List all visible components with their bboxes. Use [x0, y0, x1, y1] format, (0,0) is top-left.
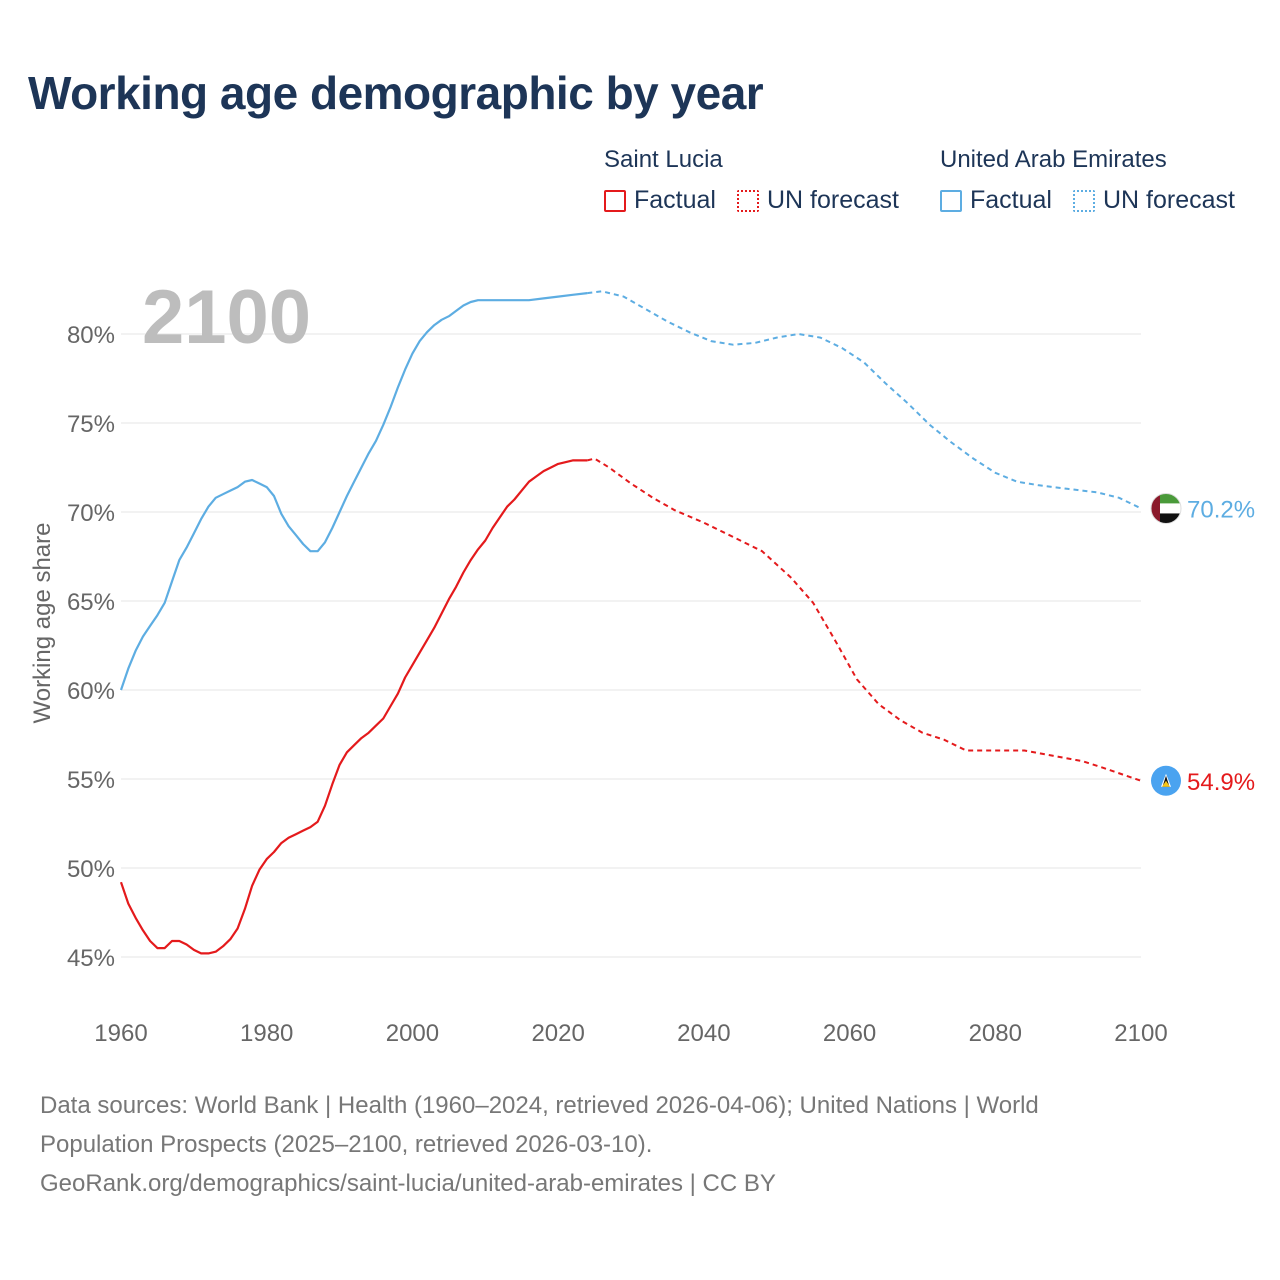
- flag-stripe-white: [1151, 503, 1181, 514]
- x-tick-label-2060: 2060: [823, 1020, 876, 1047]
- series-saint-lucia-factual: [119, 459, 588, 955]
- series-united-arab-emirates-forecast: [587, 290, 1142, 510]
- y-tick-label-55: 55%: [67, 767, 115, 794]
- y-axis-label: Working age share: [29, 523, 56, 724]
- year-watermark: 2100: [142, 275, 311, 360]
- x-tick-label-1960: 1960: [94, 1020, 147, 1047]
- x-tick-label-2040: 2040: [677, 1020, 730, 1047]
- flag-uae-stripes: [1151, 493, 1181, 524]
- legend-uae-factual[interactable]: Factual: [940, 186, 1052, 215]
- legend-swatch-dotted-red: [737, 189, 759, 212]
- legend-swatch-solid-blue: [940, 189, 962, 212]
- legend-uae-forecast[interactable]: UN forecast: [1073, 186, 1235, 215]
- y-tick-label-65: 65%: [67, 589, 115, 616]
- legend-label: UN forecast: [767, 186, 899, 214]
- legend-label: Factual: [970, 186, 1052, 214]
- chart-title: Working age demographic by year: [28, 67, 764, 119]
- flag-stripe-red: [1151, 493, 1160, 524]
- series-united-arab-emirates-factual: [119, 292, 588, 691]
- y-tick-label-75: 75%: [67, 411, 115, 438]
- source-note: Data sources: World Bank | Health (1960–…: [40, 1086, 1220, 1203]
- y-tick-label-80: 80%: [67, 322, 115, 349]
- legend-swatch-dotted-blue: [1073, 189, 1095, 212]
- x-tick-label-2080: 2080: [969, 1020, 1022, 1047]
- source-line-3[interactable]: GeoRank.org/demographics/saint-lucia/uni…: [40, 1170, 776, 1197]
- legend-saint-lucia-forecast[interactable]: UN forecast: [737, 186, 899, 215]
- gridlines: [121, 333, 1141, 958]
- y-tick-label-70: 70%: [67, 500, 115, 527]
- end-label-united-arab-emirates: 70.2%: [1187, 496, 1255, 523]
- flag-triangle-gold: [1162, 780, 1170, 787]
- x-tick-label-1980: 1980: [240, 1020, 293, 1047]
- x-tick-label-2020: 2020: [531, 1020, 584, 1047]
- end-label-saint-lucia: 54.9%: [1187, 769, 1255, 796]
- y-tick-labels: 45% 50% 55% 60% 65% 70% 75% 80%: [67, 322, 115, 972]
- flag-stripe-green: [1151, 493, 1181, 504]
- legend-label: UN forecast: [1103, 186, 1235, 214]
- series: [119, 290, 1142, 955]
- x-tick-label-2100: 2100: [1114, 1020, 1167, 1047]
- x-tick-label-2000: 2000: [386, 1020, 439, 1047]
- end-markers: 54.9% 70.2%: [1150, 492, 1255, 796]
- y-tick-label-50: 50%: [67, 856, 115, 883]
- legend-saint-lucia-factual[interactable]: Factual: [604, 186, 716, 215]
- legend-label: Factual: [634, 186, 716, 214]
- x-tick-labels: 1960 1980 2000 2020 2040 2060 2080 2100: [94, 1020, 1167, 1047]
- legend-group-uae: United Arab Emirates: [940, 146, 1167, 173]
- flag-saint-lucia-icon: [1151, 765, 1181, 796]
- legend-group-saint-lucia: Saint Lucia: [604, 146, 723, 173]
- flag-united-arab-emirates-icon: [1150, 492, 1182, 524]
- series-saint-lucia-forecast: [587, 457, 1142, 782]
- y-tick-label-45: 45%: [67, 945, 115, 972]
- flag-stripe-black: [1151, 513, 1181, 524]
- source-line-2: Population Prospects (2025–2100, retriev…: [40, 1131, 653, 1158]
- legend-swatch-solid-red: [604, 189, 626, 212]
- source-line-1: Data sources: World Bank | Health (1960–…: [40, 1092, 1039, 1119]
- flag-outline: [1150, 492, 1182, 524]
- y-tick-label-60: 60%: [67, 678, 115, 705]
